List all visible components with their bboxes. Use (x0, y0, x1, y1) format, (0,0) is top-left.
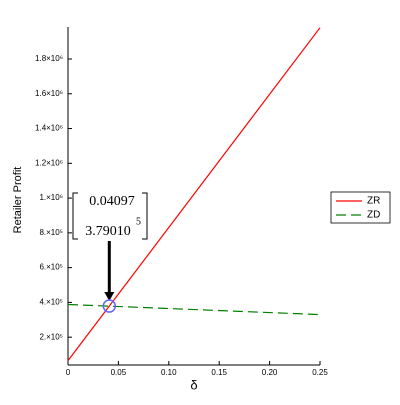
y-tick-label: 1.2×10⁶ (35, 158, 63, 167)
x-tick-label: 0.15 (211, 368, 227, 377)
y-tick-label: 4.×10⁵ (39, 298, 63, 307)
annotation-exponent: 5 (136, 216, 141, 227)
x-tick-label: 0 (66, 368, 71, 377)
y-tick-label: 1.6×10⁶ (35, 89, 63, 98)
series-line (67, 303, 321, 316)
x-axis-label: δ (190, 377, 197, 392)
x-tick-label: 0.10 (161, 368, 177, 377)
y-tick-label: 8.×10⁵ (39, 228, 63, 237)
matrix-bracket (72, 192, 148, 240)
legend-label: ZD (367, 210, 380, 221)
y-tick-label: 2.×10⁵ (39, 332, 63, 341)
annotation-x: 0.04097 (89, 194, 135, 209)
x-tick-label: 0.20 (262, 368, 278, 377)
annotation-arrowhead (104, 292, 115, 302)
y-tick-label: 1.8×10⁶ (35, 54, 63, 63)
y-tick-label: 1.×10⁶ (39, 193, 63, 202)
x-tick-label: 0.25 (312, 368, 328, 377)
series-line (67, 27, 321, 362)
legend-label: ZR (367, 196, 380, 207)
legend-box (330, 191, 391, 224)
y-axis-label: Retailer Profit (12, 167, 24, 234)
annotation-y: 3.79010 (85, 224, 131, 239)
x-tick-label: 0.05 (111, 368, 127, 377)
y-tick-label: 6.×10⁵ (39, 263, 63, 272)
annotation-point (102, 299, 117, 313)
y-tick-label: 1.4×10⁶ (35, 124, 63, 133)
